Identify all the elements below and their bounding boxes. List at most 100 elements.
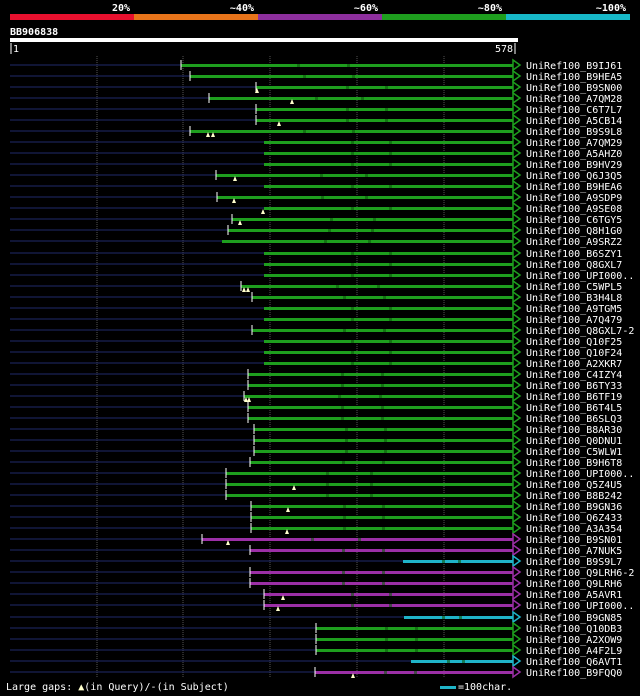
- hit-row[interactable]: UniRef100_A7QM28: [10, 91, 622, 105]
- hit-row[interactable]: UniRef100_C6TGY5: [10, 212, 622, 226]
- alignment-bar[interactable]: [264, 141, 513, 144]
- hit-row[interactable]: UniRef100_A7QM29: [10, 135, 622, 149]
- alignment-bar[interactable]: [190, 130, 513, 133]
- hit-label[interactable]: UniRef100_B8B242: [526, 491, 622, 502]
- hit-label[interactable]: UniRef100_Q6Z433: [526, 513, 622, 524]
- hit-label[interactable]: UniRef100_B3H4L8: [526, 293, 622, 304]
- hit-label[interactable]: UniRef100_A5AVR1: [526, 590, 622, 601]
- hit-label[interactable]: UniRef100_A4F2L9: [526, 646, 622, 657]
- hit-row[interactable]: UniRef100_B9HEA5: [10, 69, 622, 83]
- alignment-bar[interactable]: [264, 340, 513, 343]
- hit-row[interactable]: UniRef100_A2XOW9: [10, 632, 622, 646]
- alignment-bar[interactable]: [264, 163, 513, 166]
- hit-label[interactable]: UniRef100_Q0DNU1: [526, 436, 622, 447]
- hit-label[interactable]: UniRef100_B9SN00: [526, 83, 622, 94]
- alignment-bar[interactable]: [250, 549, 513, 552]
- hit-label[interactable]: UniRef100_B9IJ61: [526, 61, 622, 72]
- hit-label[interactable]: UniRef100_Q6AVT1: [526, 657, 622, 668]
- hit-row[interactable]: UniRef100_C5WLW1: [10, 444, 622, 458]
- hit-label[interactable]: UniRef100_B9HV29: [526, 160, 622, 171]
- alignment-bar[interactable]: [252, 329, 513, 332]
- hit-row[interactable]: UniRef100_A9TGM5: [10, 301, 622, 315]
- hit-row[interactable]: UniRef100_A7Q479: [10, 312, 622, 326]
- alignment-bar[interactable]: [256, 119, 513, 122]
- hit-row[interactable]: UniRef100_Q6J3Q5: [10, 168, 622, 182]
- hit-row[interactable]: UniRef100_B3H4L8: [10, 290, 622, 304]
- hit-label[interactable]: UniRef100_B6TF19: [526, 392, 622, 403]
- hit-row[interactable]: UniRef100_B9HEA6: [10, 179, 622, 193]
- hit-label[interactable]: UniRef100_B6SLQ3: [526, 414, 622, 425]
- alignment-bar[interactable]: [248, 373, 513, 376]
- hit-row[interactable]: UniRef100_Q9LRH6: [10, 576, 622, 590]
- hit-label[interactable]: UniRef100_A7QM28: [526, 94, 622, 105]
- hit-row[interactable]: UniRef100_B8B242: [10, 488, 622, 502]
- alignment-bar[interactable]: [264, 274, 513, 277]
- alignment-bar[interactable]: [316, 649, 513, 652]
- alignment-bar[interactable]: [222, 240, 513, 243]
- hit-row[interactable]: UniRef100_B6TF19: [10, 389, 622, 403]
- hit-row[interactable]: UniRef100_B9FQQ0: [10, 665, 622, 679]
- hit-label[interactable]: UniRef100_B9S9L7: [526, 557, 622, 568]
- hit-row[interactable]: UniRef100_Q6Z433: [10, 510, 622, 524]
- hit-label[interactable]: UniRef100_B6SZY1: [526, 249, 622, 260]
- alignment-bar[interactable]: [264, 593, 513, 596]
- hit-row[interactable]: UniRef100_Q10DB3: [10, 621, 622, 635]
- hit-label[interactable]: UniRef100_A2XKR7: [526, 359, 622, 370]
- hit-row[interactable]: UniRef100_B9SN01: [10, 532, 622, 546]
- hit-row[interactable]: UniRef100_Q0DNU1: [10, 433, 622, 447]
- hit-label[interactable]: UniRef100_A2XOW9: [526, 635, 622, 646]
- hit-label[interactable]: UniRef100_A9TGM5: [526, 304, 622, 315]
- hit-label[interactable]: UniRef100_C6TGY5: [526, 215, 622, 226]
- alignment-bar[interactable]: [256, 108, 513, 111]
- alignment-bar[interactable]: [264, 207, 513, 210]
- hit-label[interactable]: UniRef100_Q8H1G0: [526, 226, 622, 237]
- hit-row[interactable]: UniRef100_B9H6T8: [10, 455, 622, 469]
- alignment-bar[interactable]: [232, 218, 513, 221]
- alignment-bar[interactable]: [228, 229, 513, 232]
- hit-label[interactable]: UniRef100_C5WLW1: [526, 447, 622, 458]
- hit-label[interactable]: UniRef100_B9GN36: [526, 502, 622, 513]
- hit-label[interactable]: UniRef100_A5CB14: [526, 116, 622, 127]
- hit-row[interactable]: UniRef100_C6T7L7: [10, 102, 622, 116]
- hit-label[interactable]: UniRef100_Q8GXL7-2: [526, 326, 634, 337]
- hit-label[interactable]: UniRef100_Q9LRH6-2: [526, 568, 634, 579]
- hit-label[interactable]: UniRef100_B9HEA6: [526, 182, 622, 193]
- alignment-bar[interactable]: [254, 428, 513, 431]
- alignment-bar[interactable]: [248, 384, 513, 387]
- hit-row[interactable]: UniRef100_B9GN36: [10, 499, 622, 513]
- hit-row[interactable]: UniRef100_B9S9L7: [10, 554, 622, 568]
- hit-label[interactable]: UniRef100_Q10F24: [526, 348, 622, 359]
- hit-row[interactable]: UniRef100_A5AHZ0: [10, 146, 622, 160]
- hit-row[interactable]: UniRef100_B6SLQ3: [10, 411, 622, 425]
- hit-label[interactable]: UniRef100_B9SN01: [526, 535, 622, 546]
- alignment-bar[interactable]: [254, 439, 513, 442]
- hit-row[interactable]: UniRef100_Q8GXL7-2: [10, 323, 634, 337]
- hit-row[interactable]: UniRef100_B6TY33: [10, 378, 622, 392]
- alignment-bar[interactable]: [226, 472, 513, 475]
- hit-row[interactable]: UniRef100_Q10F24: [10, 345, 622, 359]
- hit-row[interactable]: UniRef100_A5AVR1: [10, 587, 622, 601]
- hit-label[interactable]: UniRef100_Q5Z4U5: [526, 480, 622, 491]
- alignment-bar[interactable]: [264, 318, 513, 321]
- alignment-bar[interactable]: [264, 152, 513, 155]
- hit-label[interactable]: UniRef100_B6T4L5: [526, 403, 622, 414]
- hit-row[interactable]: UniRef100_Q8H1G0: [10, 223, 622, 237]
- alignment-bar[interactable]: [264, 263, 513, 266]
- hit-label[interactable]: UniRef100_Q10F25: [526, 337, 622, 348]
- hit-label[interactable]: UniRef100_B9HEA5: [526, 72, 622, 83]
- hit-label[interactable]: UniRef100_UPI000..: [526, 271, 634, 282]
- hit-label[interactable]: UniRef100_B9H6T8: [526, 458, 622, 469]
- hit-row[interactable]: UniRef100_B6T4L5: [10, 400, 622, 414]
- hit-row[interactable]: UniRef100_A9SDP9: [10, 190, 622, 204]
- hit-row[interactable]: UniRef100_A3A354: [10, 521, 622, 535]
- hit-row[interactable]: UniRef100_B9SN00: [10, 80, 622, 94]
- hit-label[interactable]: UniRef100_Q10DB3: [526, 624, 622, 635]
- hit-row[interactable]: UniRef100_UPI000..: [10, 466, 634, 480]
- alignment-bar[interactable]: [248, 406, 513, 409]
- hit-row[interactable]: UniRef100_UPI000..: [10, 598, 634, 612]
- hit-row[interactable]: UniRef100_B9S9L8: [10, 124, 622, 138]
- hit-row[interactable]: UniRef100_B9HV29: [10, 157, 622, 171]
- alignment-bar[interactable]: [226, 494, 513, 497]
- hit-row[interactable]: UniRef100_C5WPL5: [10, 279, 622, 293]
- hit-label[interactable]: UniRef100_C6T7L7: [526, 105, 622, 116]
